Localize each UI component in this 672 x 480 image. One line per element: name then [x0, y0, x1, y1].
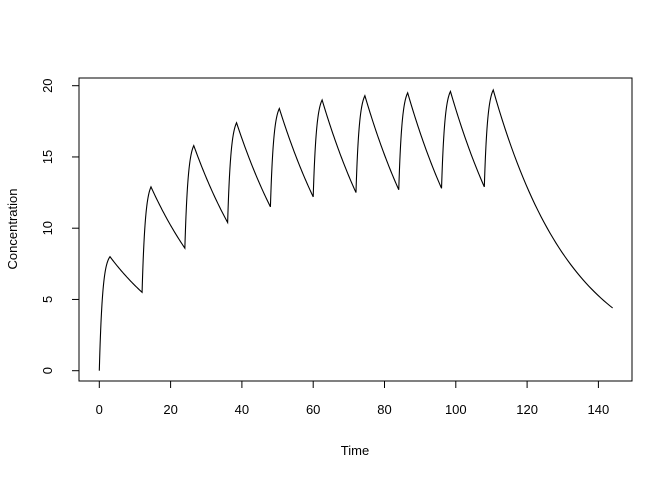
- y-axis: 0 5 10 15 20: [40, 78, 80, 374]
- x-axis: 0 20 40 60 80 100 120 140: [96, 380, 610, 417]
- x-tick-label: 80: [377, 402, 391, 417]
- x-tick-label: 60: [306, 402, 320, 417]
- x-tick-label: 100: [445, 402, 467, 417]
- y-tick-label: 5: [40, 296, 55, 303]
- y-tick-label: 15: [40, 150, 55, 164]
- y-axis-label: Concentration: [5, 189, 20, 270]
- x-tick-label: 40: [235, 402, 249, 417]
- series-line: [98, 88, 614, 371]
- plot-box: [78, 77, 633, 382]
- x-tick-label: 120: [516, 402, 538, 417]
- x-axis-label: Time: [341, 443, 369, 458]
- x-tick-label: 0: [96, 402, 103, 417]
- y-tick-label: 20: [40, 78, 55, 92]
- x-tick-label: 20: [163, 402, 177, 417]
- x-tick-label: 140: [588, 402, 610, 417]
- y-tick-label: 10: [40, 221, 55, 235]
- y-tick-label: 0: [40, 367, 55, 374]
